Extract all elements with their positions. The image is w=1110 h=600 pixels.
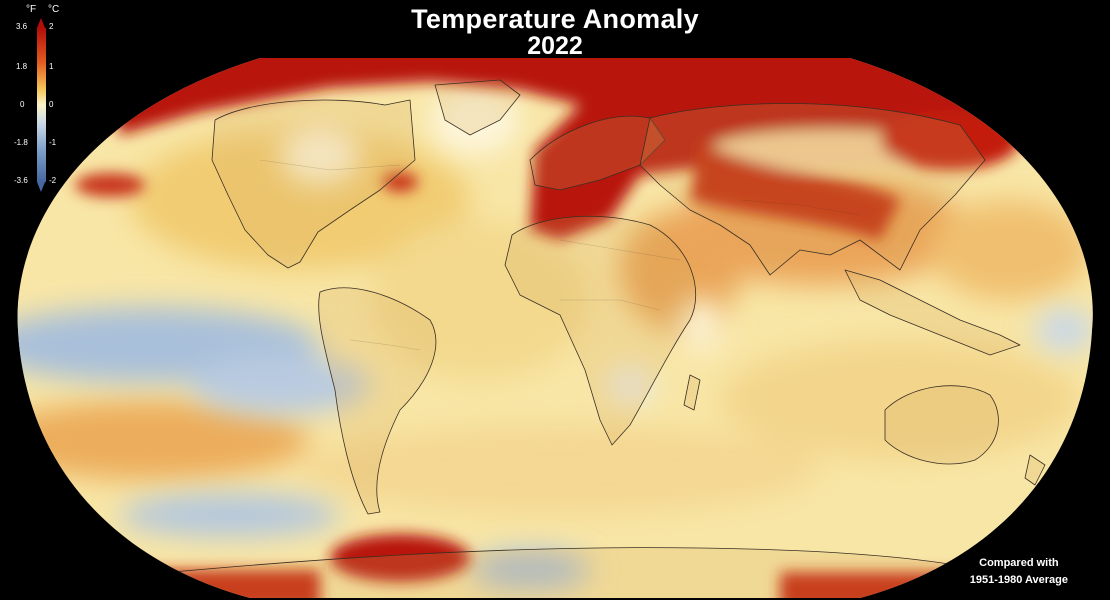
- anomaly-cool-region: [120, 493, 340, 537]
- anomaly-cool-region: [470, 550, 590, 590]
- legend-color-bar: [37, 28, 46, 182]
- anomaly-hot-region: [382, 172, 418, 192]
- continent-south-america: [318, 287, 437, 515]
- anomaly-hot-region: [690, 140, 900, 240]
- anomaly-neutral-region: [678, 297, 722, 353]
- legend-tick-c: 1: [49, 62, 54, 71]
- anomaly-cool-region: [608, 367, 652, 403]
- legend-tick-c: 0: [49, 100, 54, 109]
- anomaly-hot-region: [330, 534, 470, 582]
- anomaly-warm-region: [720, 340, 1080, 460]
- continent-australia: [884, 385, 999, 465]
- legend-unit-celsius: °C: [48, 4, 60, 15]
- continent-greenland: [434, 79, 521, 136]
- border-line: [259, 159, 401, 171]
- legend-unit-fahrenheit: °F: [26, 4, 37, 15]
- anomaly-hot-region: [75, 173, 145, 197]
- anomaly-neutral-region: [430, 85, 520, 155]
- legend-cap-bottom: [37, 182, 45, 192]
- baseline-note: Compared with 1951-1980 Average: [970, 555, 1068, 589]
- continent-north-america: [211, 99, 416, 269]
- legend-tick-c: -2: [49, 176, 57, 185]
- color-legend: °F °C 3.6 1.8 0 -1.8 -3.6 2 1 0 -1 -2: [14, 4, 74, 196]
- legend-tick-f: 3.6: [16, 22, 28, 31]
- legend-tick-f: -3.6: [14, 176, 28, 185]
- anomaly-neutral-region: [280, 125, 360, 185]
- border-line: [559, 239, 681, 261]
- legend-tick-f: 1.8: [16, 62, 28, 71]
- anomaly-cool-region: [1035, 308, 1093, 352]
- legend-tick-f: 0: [20, 100, 25, 109]
- continent-africa: [504, 215, 697, 446]
- baseline-note-line: 1951-1980 Average: [969, 574, 1068, 586]
- continent-madagascar: [683, 374, 701, 411]
- map-title: Temperature Anomaly: [411, 4, 699, 34]
- anomaly-hot-region: [880, 110, 1020, 170]
- border-line: [560, 299, 661, 311]
- legend-tick-c: -1: [49, 138, 57, 147]
- continent-europe: [529, 115, 666, 191]
- anomaly-warm-region: [130, 130, 470, 270]
- anomaly-warm-region: [370, 220, 590, 380]
- continent-southeast-asia: [844, 269, 1021, 356]
- continent-new-zealand: [1024, 454, 1046, 486]
- anomaly-warm-region: [17, 400, 310, 480]
- border-line: [349, 339, 421, 351]
- legend-cap-top: [37, 18, 45, 28]
- legend-tick-f: -1.8: [14, 138, 28, 147]
- legend-tick-c: 2: [49, 22, 54, 31]
- anomaly-cool-region: [190, 355, 370, 415]
- baseline-note-line: Compared with: [979, 557, 1059, 569]
- border-line: [739, 199, 861, 216]
- map-year: 2022: [527, 32, 583, 60]
- anomaly-warm-region: [300, 425, 820, 515]
- anomaly-warm-region: [930, 200, 1090, 300]
- continent-asia: [639, 103, 986, 276]
